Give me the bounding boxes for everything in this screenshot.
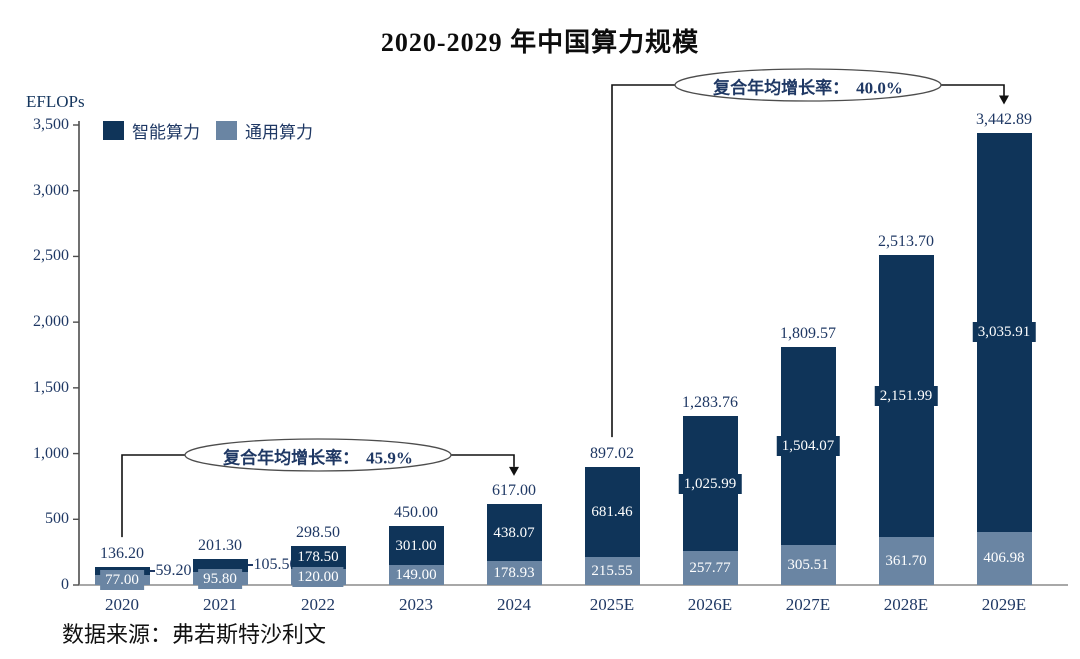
legend-item: 通用算力	[216, 118, 313, 143]
y-axis-tick-label: 2,500	[33, 247, 69, 265]
total-value-label: 2,513.70	[878, 232, 934, 250]
total-value-label: 201.30	[198, 536, 242, 554]
y-axis-tick-label: 0	[61, 576, 69, 593]
general-value-label: 361.70	[880, 551, 932, 572]
x-axis-tick-label: 2020	[105, 595, 139, 614]
general-value-label: 305.51	[782, 554, 834, 575]
general-value-label: 257.77	[684, 558, 736, 579]
legend-label: 通用算力	[245, 123, 313, 142]
y-axis-tick-label: 1,500	[33, 378, 69, 396]
cagr-value: 45.9%	[366, 448, 413, 468]
x-axis-tick-label: 2024	[497, 595, 531, 614]
intelligent-value-label: 301.00	[390, 535, 442, 556]
cagr-label-text: 复合年均增长率：	[223, 448, 360, 468]
legend-item: 智能算力	[103, 118, 200, 143]
x-axis-tick-label: 2028E	[883, 595, 929, 614]
legend-label: 智能算力	[132, 123, 200, 142]
x-axis-tick-label: 2026E	[687, 595, 733, 614]
total-value-label: 617.00	[492, 481, 536, 499]
x-axis-tick-label: 2027E	[785, 595, 831, 614]
general-value-label: 120.00	[292, 567, 344, 588]
general-value-label: 215.55	[586, 560, 638, 581]
data-source-note: 数据来源：弗若斯特沙利文	[62, 622, 327, 647]
intelligent-value-label: 105.50	[253, 556, 298, 574]
label-leader-line	[247, 564, 253, 567]
x-axis-tick-label: 2029E	[981, 595, 1027, 614]
y-axis-tick-label: 3,000	[33, 181, 69, 199]
legend-swatch-icon	[216, 121, 237, 140]
label-leader-line	[149, 569, 155, 572]
legend: 智能算力 通用算力	[103, 118, 329, 143]
y-axis-unit-label: EFLOPs	[26, 92, 85, 111]
x-axis-tick-label: 2023	[399, 595, 433, 614]
total-value-label: 298.50	[296, 523, 340, 541]
general-value-label: 149.00	[390, 565, 442, 586]
cagr-label-text: 复合年均增长率：	[713, 78, 850, 98]
intelligent-value-label: 2,151.99	[874, 386, 938, 407]
general-value-label: 95.80	[198, 568, 242, 589]
y-axis-tick-label: 1,000	[33, 444, 69, 462]
cagr-value: 40.0%	[856, 78, 903, 98]
cagr-annotation-label: 复合年均增长率： 45.9%	[223, 444, 413, 469]
x-axis-tick-label: 2022	[301, 595, 335, 614]
total-value-label: 136.20	[100, 545, 144, 563]
y-axis-tick-label: 2,000	[33, 313, 69, 331]
total-value-label: 1,809.57	[780, 325, 836, 343]
total-value-label: 897.02	[590, 445, 634, 463]
intelligent-value-label: 438.07	[488, 522, 540, 543]
intelligent-value-label: 178.50	[292, 547, 344, 568]
intelligent-value-label: 3,035.91	[972, 322, 1036, 342]
x-axis-tick-label: 2025E	[589, 595, 635, 614]
cagr-annotation-label: 复合年均增长率： 40.0%	[713, 74, 903, 99]
total-value-label: 450.00	[394, 503, 438, 521]
intelligent-value-label: 681.46	[586, 501, 638, 522]
general-value-label: 77.00	[100, 569, 144, 590]
y-axis-tick-label: 3,500	[33, 116, 69, 133]
intelligent-value-label: 1,504.07	[776, 436, 840, 456]
total-value-label: 1,283.76	[682, 394, 738, 412]
total-value-label: 3,442.89	[976, 110, 1032, 128]
intelligent-value-label: 59.20	[155, 561, 192, 579]
general-value-label: 178.93	[488, 563, 540, 584]
chart-title: 2020-2029 年中国算力规模	[380, 28, 700, 57]
intelligent-value-label: 1,025.99	[678, 473, 742, 494]
x-axis-tick-label: 2021	[203, 595, 237, 614]
general-value-label: 406.98	[978, 548, 1030, 569]
legend-swatch-icon	[103, 121, 124, 140]
y-axis-tick-label: 500	[45, 510, 69, 528]
